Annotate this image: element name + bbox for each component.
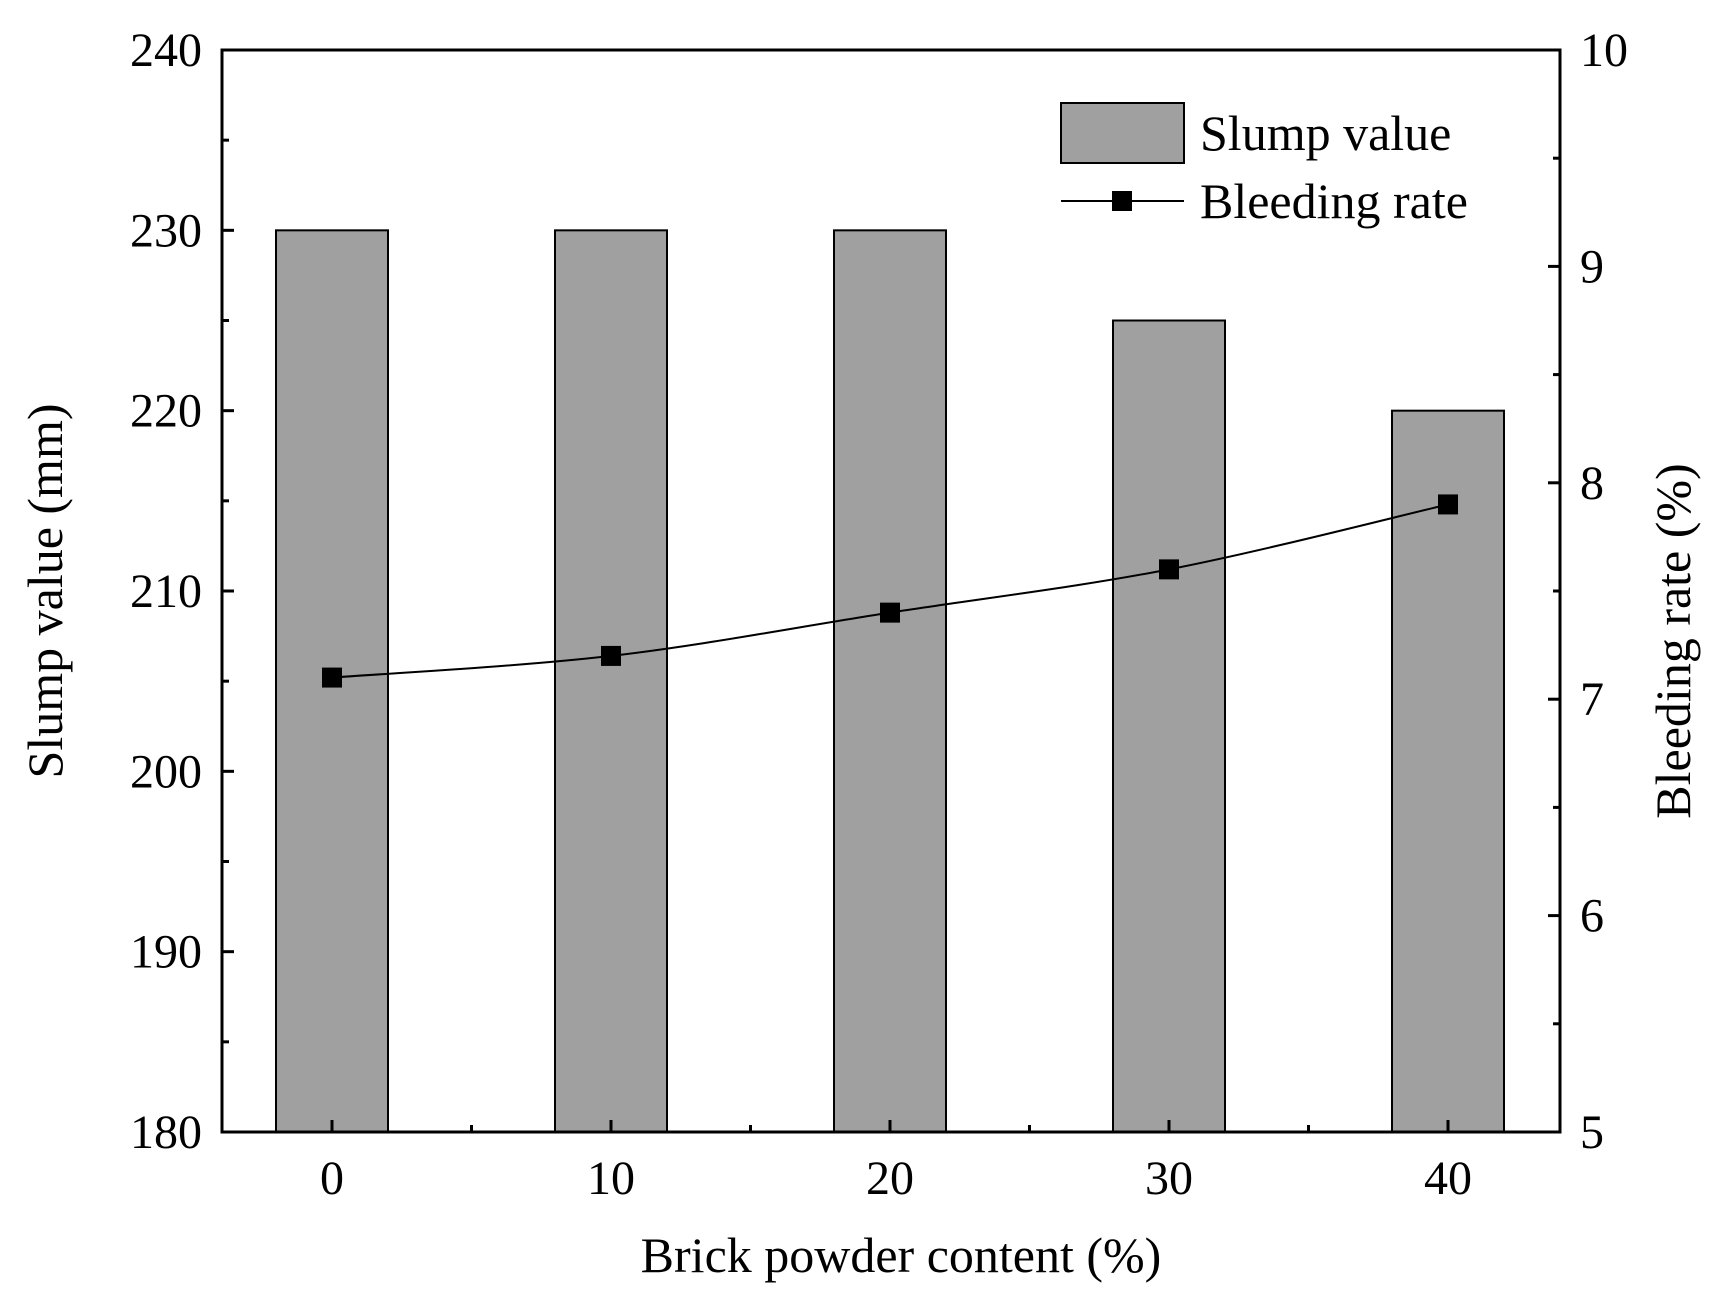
- y2-tick-label: 9: [1580, 240, 1604, 293]
- line-series: [322, 494, 1458, 688]
- tick-labels: 180 190 200 210 220 230 240 5 6 7 8 9 10 0 10 20 30 40: [130, 24, 1628, 1205]
- x-axis-title: Brick powder content (%): [641, 1227, 1162, 1283]
- y-tick-label: 210: [130, 565, 202, 618]
- legend-bar-swatch: [1060, 102, 1185, 164]
- point-20: [880, 602, 900, 623]
- point-40: [1438, 494, 1458, 515]
- x-tick-label: 20: [866, 1152, 914, 1205]
- x-tick-label: 30: [1145, 1152, 1193, 1205]
- x-tick-label: 0: [320, 1152, 344, 1205]
- y2-tick-label: 5: [1580, 1106, 1604, 1159]
- bar-10: [554, 229, 668, 1134]
- y-tick-label: 240: [130, 24, 202, 77]
- point-0: [322, 667, 342, 688]
- y-tick-label: 220: [130, 385, 202, 438]
- point-10: [601, 645, 621, 666]
- y2-tick-label: 10: [1580, 24, 1628, 77]
- y2-tick-label: 6: [1580, 890, 1604, 943]
- bar-series: [275, 229, 1505, 1134]
- y-tick-label: 180: [130, 1106, 202, 1159]
- bar-30: [1112, 319, 1226, 1133]
- y-tick-label: 200: [130, 745, 202, 798]
- point-30: [1159, 559, 1179, 580]
- y2-tick-label: 8: [1580, 457, 1604, 510]
- y2-tick-label: 7: [1580, 673, 1604, 726]
- y-tick-label: 230: [130, 204, 202, 257]
- bar-20: [833, 229, 947, 1134]
- axis-ticks: [222, 48, 1560, 1134]
- y-axis-title: Slump value (mm): [17, 404, 73, 779]
- y-tick-label: 190: [130, 926, 202, 979]
- legend-label-slump: Slump value: [1200, 105, 1451, 161]
- legend-label-bleeding: Bleeding rate: [1200, 173, 1468, 229]
- x-tick-label: 40: [1424, 1152, 1472, 1205]
- bar-40: [1391, 409, 1505, 1133]
- x-tick-label: 10: [587, 1152, 635, 1205]
- legend: Slump value Bleeding rate: [1060, 102, 1468, 229]
- y2-axis-title: Bleeding rate (%): [1645, 463, 1701, 818]
- legend-marker-swatch: [1112, 191, 1132, 211]
